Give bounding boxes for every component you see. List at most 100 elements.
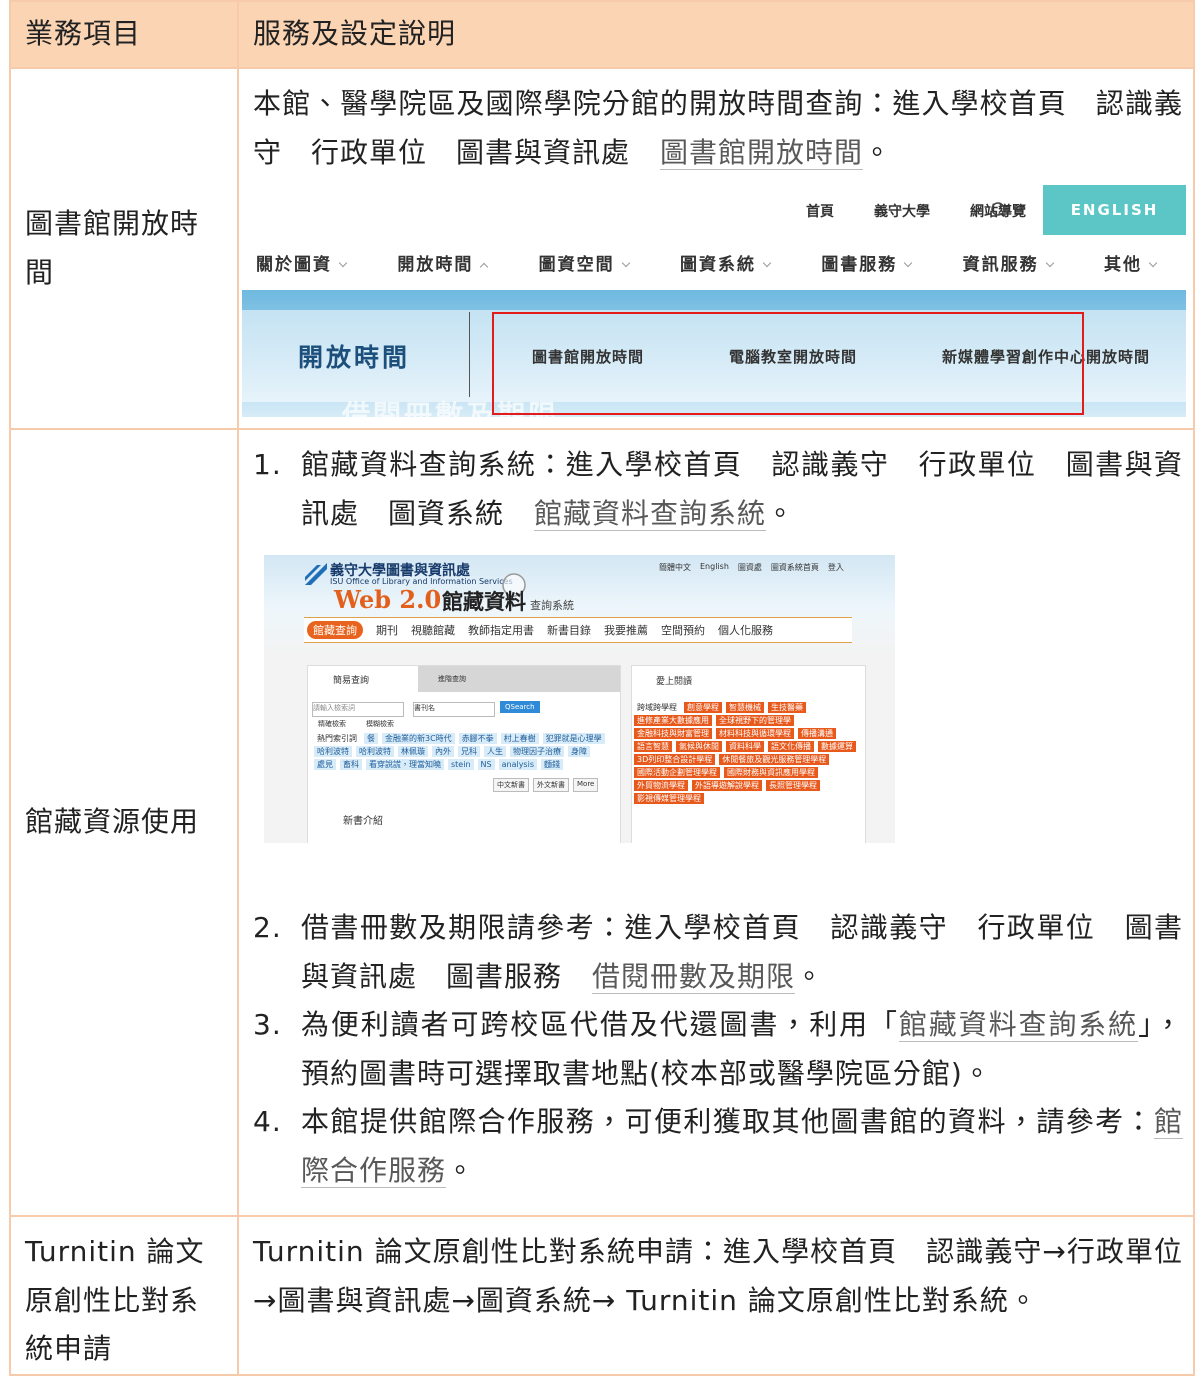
text: 本館、醫學院區及國際學院分館的開放時間查詢：進入學校首頁 認識義守 行政單位 圖… xyxy=(253,87,1183,169)
menu-item: 資訊服務 xyxy=(963,250,1053,275)
reading-tag: 進修產業大數據應用 xyxy=(634,715,712,726)
link[interactable]: 館藏資料查詢系統 xyxy=(898,1008,1139,1042)
website-screenshot: 首頁 義守大學 網站導覽 ENGLISH 關於圖資 開放時間 圖資空間 圖資系統 圖書服務資… xyxy=(242,185,1186,417)
reading-panel: 愛上閱讀 跨域跨學程 創意學程 智慧機械 生技醫藥進修產業大數據應用 全球視野下的管理學… xyxy=(631,665,866,843)
list-text: 本館提供館際合作服務，可便利獲取其他圖書館的資料，請參考：館際合作服務。 xyxy=(301,1098,1183,1195)
top-link: 登入 xyxy=(827,563,844,572)
logo-web: Web 2.0 xyxy=(334,585,442,614)
list-item: 1. 館藏資料查詢系統：進入學校首頁 認識義守 行政單位 圖書與資訊處 圖資系統館… xyxy=(253,441,1183,538)
reading-tag: 休閒餐旅及觀光服務管理學程 xyxy=(719,754,830,765)
hot-term: 金融業的新3C時代 xyxy=(382,733,455,744)
reading-tag: 數據運算 xyxy=(818,741,856,752)
item-cell: 圖書館開放時間 xyxy=(9,67,239,430)
highlight-box xyxy=(492,312,1084,415)
hot-term: 物理因子治療 xyxy=(510,746,564,757)
description: 本館、醫學院區及國際學院分館的開放時間查詢：進入學校首頁 認識義守 行政單位 圖… xyxy=(253,80,1183,177)
list-text: 借書冊數及期限請參考：進入學校首頁 認識義守 行政單位 圖書與資訊處 圖書服務借… xyxy=(301,904,1183,1001)
nav-item: 空間預約 xyxy=(661,624,705,637)
list-number: 3. xyxy=(253,1008,282,1041)
text: 」，預約圖書時可選擇取書地點(校本部或醫學院區分館)。 xyxy=(301,1008,1183,1090)
reading-tag: 創意學程 xyxy=(684,702,722,713)
link[interactable]: 借閱冊數及期限 xyxy=(592,959,796,994)
search-icon xyxy=(991,202,1007,218)
hot-term-list: 餐金融業的新3C時代 赤腳不拳 村上春樹 犯罪就是心理學哈利波特 哈利波特 林佩璇 內外 兄科… xyxy=(312,733,607,770)
list-item: 2. 借書冊數及期限請參考：進入學校首頁 認識義守 行政單位 圖書與資訊處 圖書服… xyxy=(253,904,1183,1001)
hot-term: 身障 xyxy=(568,746,590,757)
text: 。 xyxy=(446,1153,476,1187)
list-item: 3. 為便利讀者可跨校區代借及代還圖書，利用「館藏資料查詢系統」，預約圖書時可選擇… xyxy=(253,1001,1183,1098)
option: 精確檢索 xyxy=(318,720,346,728)
link[interactable]: 館際合作服務 xyxy=(301,1105,1183,1188)
reading-title: 愛上閱讀 xyxy=(656,677,693,687)
banner-band xyxy=(242,310,1186,402)
book-button: More xyxy=(573,778,599,792)
top-link: 網站導覽 xyxy=(970,204,1026,220)
search-button: QSearch xyxy=(500,701,540,713)
text: 。 xyxy=(795,959,825,993)
nav-item: 期刊 xyxy=(376,624,398,637)
hot-term: 兄科 xyxy=(458,746,480,757)
table-row: 館藏資源使用 1. 館藏資料查詢系統：進入學校首頁 認識義守 行政單位 圖書與資訊… xyxy=(9,428,1195,1217)
description-cell: Turnitin 論文原創性比對系統申請：進入學校首頁 認識義守→行政單位→圖書… xyxy=(237,1215,1195,1376)
link[interactable]: 圖書館開放時間 xyxy=(660,135,864,170)
nav-item: 我要推薦 xyxy=(604,624,648,637)
logo-name: 館藏資料 xyxy=(442,589,526,614)
sub-link: 電腦教室開放時間 xyxy=(729,348,858,366)
hot-term: 赤腳不拳 xyxy=(458,733,497,744)
top-link: 簡體中文 xyxy=(659,563,691,572)
hot-term: 哈利波特 xyxy=(314,746,352,757)
link[interactable]: 館藏資料查詢系統 xyxy=(534,496,767,531)
list-text: 為便利讀者可跨校區代借及代還圖書，利用「館藏資料查詢系統」，預約圖書時可選擇取書… xyxy=(301,1001,1183,1098)
banner-title: 開放時間 xyxy=(298,343,411,372)
hot-term: 麵錢 xyxy=(540,759,563,770)
reading-tag: 金融科技與財富管理 xyxy=(634,728,712,739)
sub-link: 新媒體學習創作中心開放時間 xyxy=(942,348,1151,366)
reading-tag: 語文化傳播 xyxy=(768,741,814,752)
text: 本館提供館際合作服務，可便利獲取其他圖書館的資料，請參考： xyxy=(301,1105,1154,1138)
reading-tag-list: 創意學程 智慧機械 生技醫藥進修產業大數據應用 全球視野下的管理學金融科技與財富管理材… xyxy=(632,702,858,804)
description-cell: 本館、醫學院區及國際學院分館的開放時間查詢：進入學校首頁 認識義守 行政單位 圖… xyxy=(237,67,1195,430)
english-button: ENGLISH xyxy=(1043,185,1186,235)
text: 。 xyxy=(863,135,893,169)
hot-term: 林佩璇 xyxy=(398,746,428,757)
top-links: 簡體中文 English 圖資處 圖資系統首頁 登入 xyxy=(659,562,844,573)
menu: 關於圖資 開放時間 圖資空間 圖資系統 圖書服務 資訊服務 其他 xyxy=(256,235,1156,290)
service-table: 業務項目 服務及設定說明 圖書館開放時間 本館、醫學院區及國際學院分館的開放時間… xyxy=(9,0,1195,1376)
reading-tag: 長照管理學程 xyxy=(766,780,820,791)
option: 模糊檢索 xyxy=(366,720,394,728)
top-links: 首頁 義守大學 網站導覽 xyxy=(806,201,1026,221)
tab: 進階查詢 xyxy=(438,675,466,683)
menu-item: 圖資空間 xyxy=(539,250,629,275)
item-cell: 館藏資源使用 xyxy=(9,428,239,1217)
hot-term: 看穿說謊，理當知曉 xyxy=(366,759,444,770)
hot-term: 畜科 xyxy=(340,759,362,770)
text: 館藏資料查詢系統：進入學校首頁 認識義守 行政單位 圖書與資訊處 圖資系統 xyxy=(301,448,1183,530)
hot-term: 村上春樹 xyxy=(500,733,539,744)
logo-subtitle: ISU Office of Library and Information Se… xyxy=(330,577,513,586)
reading-tag: 傳播溝通 xyxy=(798,728,836,739)
list-text: 館藏資料查詢系統：進入學校首頁 認識義守 行政單位 圖書與資訊處 圖資系統 館藏資… xyxy=(301,441,1183,538)
reading-label: 跨域跨學程 xyxy=(637,703,677,712)
logo-icon xyxy=(305,563,327,585)
reading-tag: 外貿物流學程 xyxy=(634,780,688,791)
reading-tag: 智慧機械 xyxy=(726,702,764,713)
hot-label: 熱門索引詞 xyxy=(317,734,357,743)
hot-term: 處見 xyxy=(314,759,336,770)
logo-title: 義守大學圖書與資訊處 xyxy=(330,563,470,579)
nav-item: 視聽館藏 xyxy=(411,624,455,637)
search-options: 精確檢索 模糊檢索 xyxy=(318,719,394,729)
book-button: 中文新書 xyxy=(493,778,529,792)
nav-item: 個人化服務 xyxy=(718,624,773,637)
tab: 簡易查詢 xyxy=(333,676,370,686)
menu-item: 開放時間 xyxy=(397,250,487,275)
nav: 館藏查詢 期刊 視聽館藏 教師指定用書 新書目錄 我要推薦 空間預約 個人化服務 xyxy=(307,621,773,639)
reading-tag: 生技醫藥 xyxy=(768,702,806,713)
header-cell: 服務及設定說明 xyxy=(237,0,1195,69)
logo-lens xyxy=(502,573,526,597)
nav-item: 館藏查詢 xyxy=(307,621,363,639)
top-link: 圖資處 xyxy=(737,563,762,572)
text: 。 xyxy=(766,496,796,530)
divider xyxy=(469,312,470,397)
hot-term: 哈利波特 xyxy=(356,746,394,757)
